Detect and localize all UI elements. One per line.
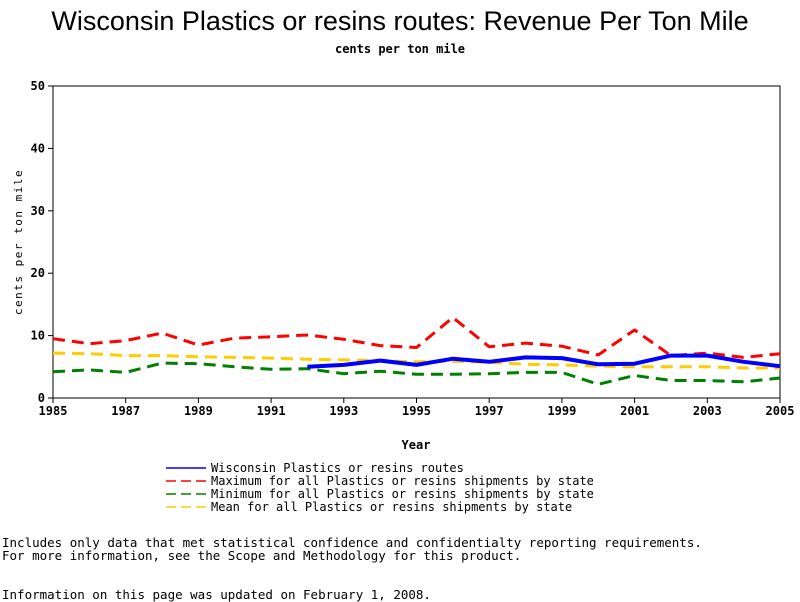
x-tick-label: 1991 <box>257 404 286 418</box>
series-wisconsin-line <box>307 353 781 369</box>
x-tick-label: 1993 <box>329 404 358 418</box>
y-tick-label: 40 <box>31 141 45 155</box>
x-tick-label: 2003 <box>693 404 722 418</box>
series-layer <box>52 316 781 386</box>
y-tick-label: 20 <box>31 266 45 280</box>
legend-item-maximum: Maximum for all Plastics or resins shipm… <box>166 474 594 488</box>
x-tick-label: 1995 <box>402 404 431 418</box>
y-tick-label: 0 <box>38 391 45 405</box>
plot-frame <box>52 85 781 399</box>
y-tick-label: 10 <box>31 329 45 343</box>
x-tick-label: 1997 <box>475 404 504 418</box>
x-tick-label: 1985 <box>39 404 68 418</box>
legend-label: Mean for all Plastics or resins shipment… <box>211 500 572 514</box>
legend-label: Minimum for all Plastics or resins shipm… <box>211 487 594 501</box>
y-tick-label: 30 <box>31 204 45 218</box>
legend-item-minimum: Minimum for all Plastics or resins shipm… <box>166 487 594 501</box>
x-tick-label: 1989 <box>184 404 213 418</box>
footnote-updated: Information on this page was updated on … <box>2 587 431 602</box>
footnote-confidence: Includes only data that met statistical … <box>2 535 702 550</box>
series-mean-line <box>52 351 780 370</box>
series-maximum-line <box>52 316 781 359</box>
chart-title: Wisconsin Plastics or resins routes: Rev… <box>51 6 749 36</box>
y-tick-label: 50 <box>31 79 45 93</box>
y-axis-label: cents per ton mile <box>12 169 25 315</box>
chart-subtitle: cents per ton mile <box>334 42 466 56</box>
legend: Wisconsin Plastics or resins routesMaxim… <box>166 461 594 514</box>
plot-area <box>52 85 781 399</box>
legend-item-wisconsin: Wisconsin Plastics or resins routes <box>166 461 464 475</box>
x-tick-label: 1987 <box>111 404 140 418</box>
x-tick-label: 2001 <box>620 404 649 418</box>
x-tick-label: 1999 <box>547 404 576 418</box>
x-axis-label: Year <box>402 438 431 452</box>
x-axis: 1985 1987 1989 1991 1993 1995 1997 1999 2001 2003… <box>39 398 795 418</box>
series-minimum-line <box>52 361 781 386</box>
x-tick-label: 2005 <box>766 404 795 418</box>
legend-label: Wisconsin Plastics or resins routes <box>211 461 464 475</box>
legend-item-mean: Mean for all Plastics or resins shipment… <box>166 500 572 514</box>
y-axis: 0 10 20 30 40 50 <box>31 79 53 405</box>
legend-label: Maximum for all Plastics or resins shipm… <box>211 474 594 488</box>
footnote-methodology: For more information, see the Scope and … <box>2 548 522 563</box>
